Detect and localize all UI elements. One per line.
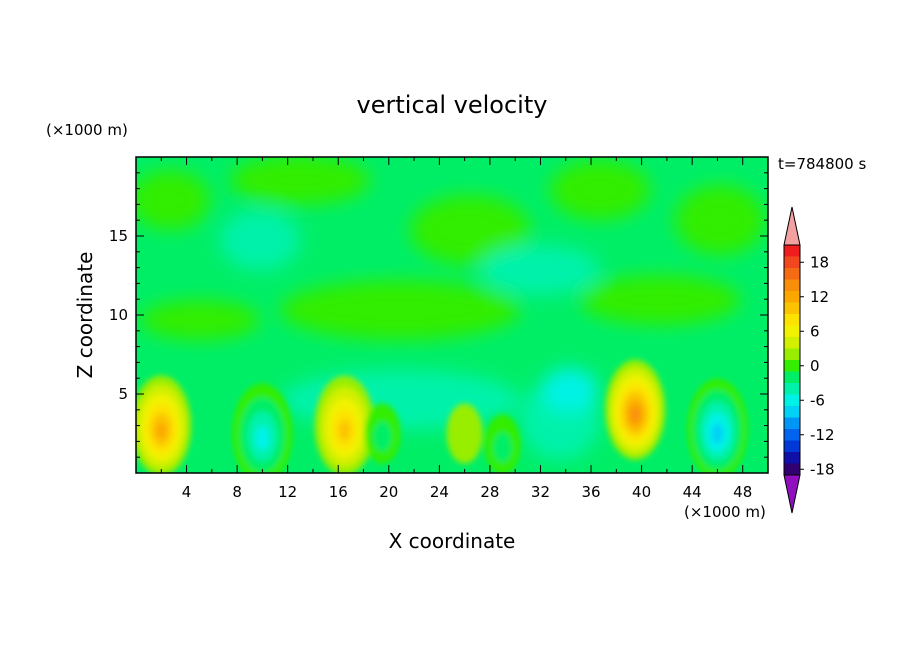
colorbar-under-triangle [783,474,801,514]
velocity-cell [314,375,375,473]
colorbar-label: 12 [810,288,829,306]
x-tick-label: 28 [480,483,499,501]
colorbar-segment [784,440,800,453]
y-unit-label: (×1000 m) [46,121,128,139]
colorbar-label: -18 [810,460,835,478]
velocity-cell [687,378,748,473]
colorbar-segment [784,314,800,326]
colorbar-segment [784,268,800,280]
contour-ring [373,421,392,452]
contour-ring [156,422,167,439]
texture-green-2 [230,157,370,205]
colorbar-label: 18 [810,253,829,271]
contour-ring [493,432,512,463]
colorbar-segment [784,256,800,269]
x-tick-label: 32 [531,483,550,501]
velocity-cell [364,403,401,464]
colorbar-over-triangle [783,206,801,246]
texture-teal-1 [220,210,300,270]
colorbar-segment [784,325,800,338]
texture-teal-2 [480,245,600,295]
contour-ring [338,420,351,441]
colorbar-segment [784,371,800,384]
x-tick-label: 12 [278,483,297,501]
texture-green-4 [550,160,650,220]
y-tick-label: 5 [118,385,128,403]
x-tick-label: 8 [232,483,242,501]
x-tick-label: 36 [581,483,600,501]
time-label: t=784800 s [778,155,866,173]
chart-title: vertical velocity [357,91,548,119]
x-tick-label: 48 [733,483,752,501]
colorbar-segment [784,279,800,292]
y-ticks: 5 10 15 [109,172,768,458]
x-tick-label: 20 [379,483,398,501]
texture-green-8 [580,275,740,325]
colorbar-segment [784,452,800,464]
velocity-cells [136,359,748,473]
colorbar-segment [784,291,800,303]
colorbar-label: 0 [810,357,820,375]
x-tick-label: 4 [182,483,192,501]
colorbar-segment [784,394,800,407]
x-tick-label: 40 [632,483,651,501]
colorbar-segment [784,245,800,257]
x-axis-label: X coordinate [389,529,516,553]
colorbar: 18 12 6 0 -6 -12 -18 [783,206,835,514]
contour-ring [254,425,270,451]
colorbar-label: -12 [810,426,835,444]
plot-area [136,157,768,473]
contour-ring [630,407,640,423]
colorbar-segment [784,302,800,315]
texture-cyan-1 [542,368,598,412]
x-tick-label: 44 [683,483,702,501]
colorbar-segment [784,360,800,372]
colorbar-segment [784,463,800,476]
velocity-cell [605,359,666,460]
y-tick-label: 15 [109,227,128,245]
velocity-cell [446,403,483,464]
velocity-cell [232,383,293,473]
x-tick-label: 24 [430,483,449,501]
texture-green-3 [410,195,530,265]
colorbar-label: 6 [810,322,820,340]
colorbar-segment [784,348,800,361]
colorbar-segment [784,406,800,418]
colorbar-segment [784,383,800,395]
colorbar-label: -6 [810,391,825,409]
upper-texture [136,157,765,460]
velocity-cell [136,375,192,473]
y-tick-label: 10 [109,306,128,324]
x-unit-label: (×1000 m) [684,503,766,521]
texture-green-6 [280,280,520,340]
contour-ring [446,403,483,464]
colorbar-segment [784,429,800,441]
colorbar-segment [784,417,800,430]
x-tick-label: 16 [329,483,348,501]
contour-ring [711,423,724,444]
colorbar-segment [784,337,800,349]
texture-green-5 [675,185,765,255]
y-axis-label: Z coordinate [73,252,97,379]
velocity-cell [484,414,521,473]
texture-green-7 [140,300,260,340]
colorbar-frame [783,244,801,476]
x-ticks: 4 8 12 16 20 24 28 32 36 40 44 48 [160,157,769,501]
texture-green-1 [136,170,210,230]
